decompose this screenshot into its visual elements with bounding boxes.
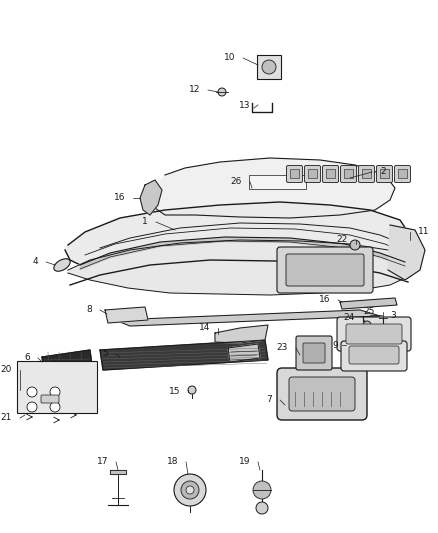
Text: 6: 6 (24, 353, 30, 362)
Circle shape (50, 402, 60, 412)
FancyBboxPatch shape (341, 341, 407, 371)
Text: 10: 10 (223, 53, 235, 62)
Text: 17: 17 (96, 457, 108, 466)
FancyBboxPatch shape (41, 395, 59, 403)
Circle shape (188, 386, 196, 394)
Text: 16: 16 (113, 193, 125, 203)
Text: 18: 18 (166, 457, 178, 466)
FancyBboxPatch shape (304, 166, 321, 182)
Text: 24: 24 (344, 313, 355, 322)
Circle shape (218, 88, 226, 96)
Polygon shape (340, 298, 397, 309)
FancyBboxPatch shape (308, 169, 317, 178)
Polygon shape (68, 240, 410, 295)
Polygon shape (110, 470, 126, 474)
Text: 20: 20 (0, 366, 12, 375)
Polygon shape (150, 158, 395, 218)
FancyBboxPatch shape (290, 169, 299, 178)
FancyBboxPatch shape (277, 368, 367, 420)
FancyBboxPatch shape (398, 169, 407, 178)
Text: 22: 22 (337, 236, 348, 245)
Circle shape (27, 402, 37, 412)
FancyBboxPatch shape (344, 169, 353, 178)
Text: 5: 5 (102, 350, 108, 359)
Text: 25: 25 (364, 308, 375, 317)
FancyBboxPatch shape (340, 166, 357, 182)
FancyBboxPatch shape (326, 169, 335, 178)
Text: 16: 16 (318, 295, 330, 304)
Text: 7: 7 (266, 395, 272, 405)
FancyBboxPatch shape (337, 317, 411, 351)
Circle shape (363, 321, 371, 329)
Polygon shape (228, 344, 260, 362)
Polygon shape (105, 307, 148, 323)
FancyBboxPatch shape (286, 166, 303, 182)
Text: 14: 14 (198, 324, 210, 333)
Circle shape (256, 502, 268, 514)
Circle shape (186, 486, 194, 494)
Polygon shape (140, 180, 162, 215)
Circle shape (50, 387, 60, 397)
Polygon shape (115, 310, 380, 326)
FancyBboxPatch shape (377, 166, 392, 182)
Text: 1: 1 (142, 217, 148, 227)
Polygon shape (100, 340, 268, 370)
Circle shape (350, 240, 360, 250)
FancyBboxPatch shape (395, 166, 410, 182)
FancyBboxPatch shape (358, 166, 374, 182)
FancyBboxPatch shape (286, 254, 364, 286)
Text: 13: 13 (239, 101, 250, 109)
FancyBboxPatch shape (257, 55, 281, 79)
Text: 8: 8 (86, 305, 92, 314)
Text: 2: 2 (380, 167, 385, 176)
Text: 11: 11 (418, 228, 430, 237)
Text: 12: 12 (189, 85, 200, 94)
Text: 19: 19 (239, 457, 250, 466)
Polygon shape (215, 325, 268, 343)
FancyBboxPatch shape (296, 336, 332, 370)
FancyBboxPatch shape (322, 166, 339, 182)
Text: 4: 4 (32, 257, 38, 266)
FancyBboxPatch shape (346, 324, 402, 344)
Circle shape (262, 60, 276, 74)
FancyBboxPatch shape (289, 377, 355, 411)
Circle shape (174, 474, 206, 506)
Polygon shape (65, 202, 410, 290)
Circle shape (253, 481, 271, 499)
FancyBboxPatch shape (380, 169, 389, 178)
Polygon shape (42, 350, 93, 380)
FancyBboxPatch shape (249, 175, 306, 189)
Text: 15: 15 (169, 387, 180, 397)
Circle shape (181, 481, 199, 499)
FancyBboxPatch shape (17, 361, 97, 413)
FancyBboxPatch shape (303, 343, 325, 363)
Text: 9: 9 (332, 341, 338, 350)
Text: 21: 21 (0, 414, 12, 423)
Circle shape (27, 387, 37, 397)
Ellipse shape (54, 259, 70, 271)
FancyBboxPatch shape (362, 169, 371, 178)
FancyBboxPatch shape (349, 346, 399, 364)
Text: 23: 23 (277, 343, 288, 352)
Polygon shape (388, 225, 425, 280)
Text: 26: 26 (231, 177, 242, 187)
Text: 3: 3 (390, 311, 396, 319)
FancyBboxPatch shape (277, 247, 373, 293)
